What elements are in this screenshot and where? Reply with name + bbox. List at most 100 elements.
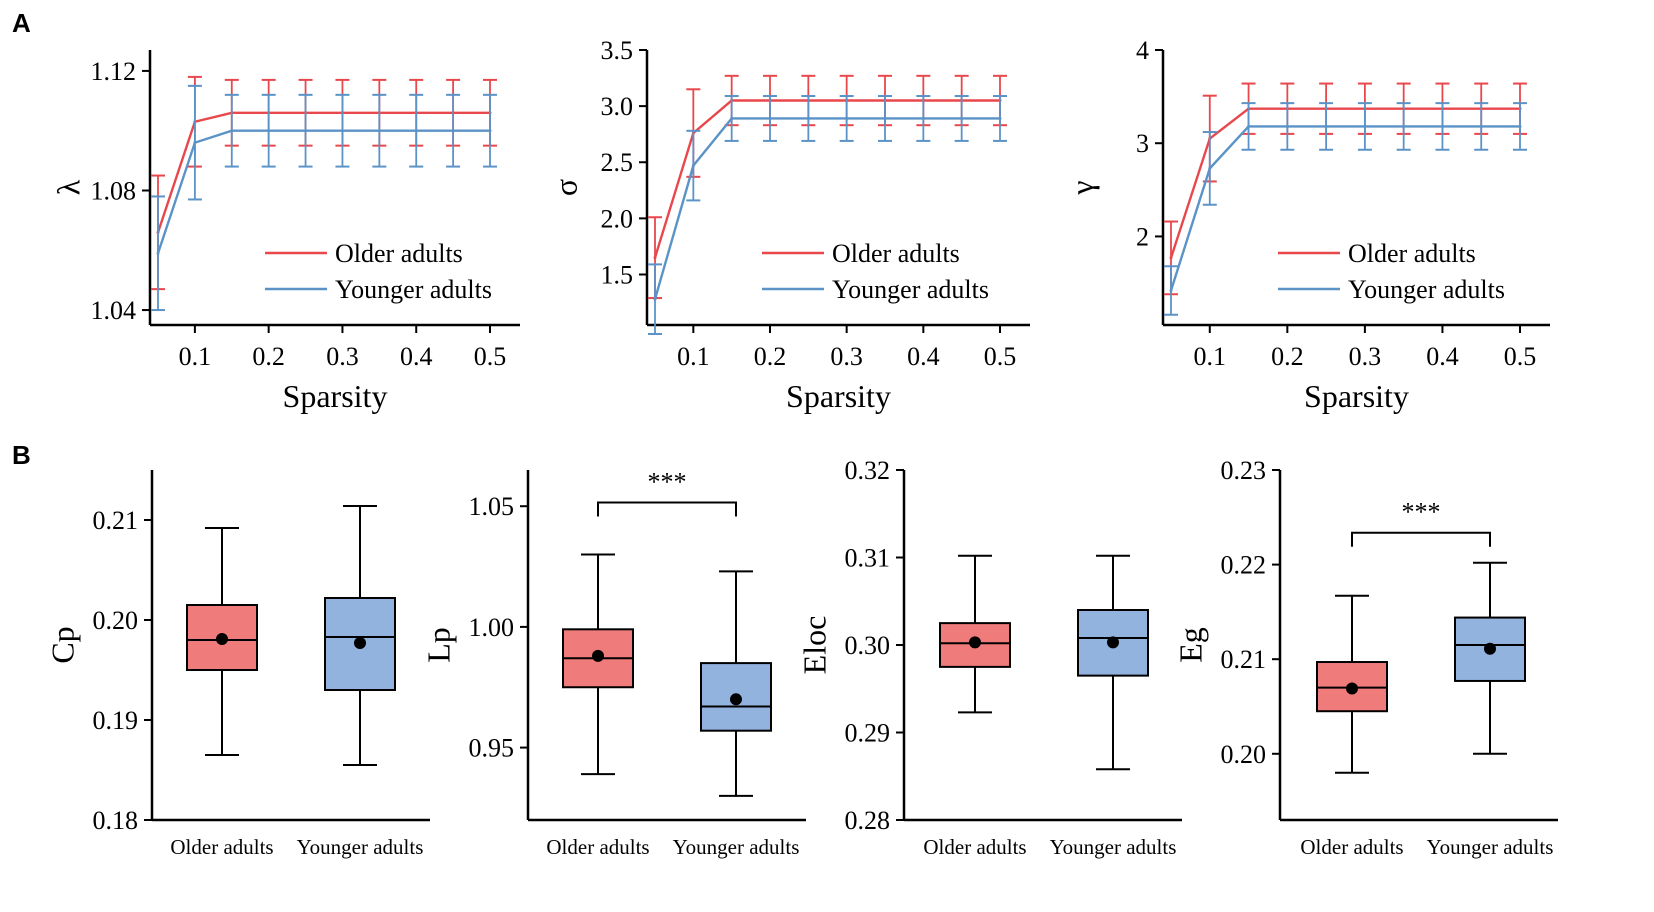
chart-cp: 0.18 0.19 0.20 0.21 Cp Older adults Younger ad…: [44, 470, 430, 859]
x-tick-label: 0.2: [1271, 342, 1304, 371]
series-line: [156, 129, 490, 254]
box-older: [1316, 594, 1388, 774]
data-point: [768, 116, 772, 120]
y-tick-label: 1.5: [601, 260, 634, 289]
y-tick-label: 0.21: [1221, 645, 1267, 674]
data-point: [304, 129, 308, 133]
data-point: [230, 129, 234, 133]
data-point: [1169, 256, 1173, 260]
y-tick-label: 3.5: [601, 36, 634, 65]
data-point: [340, 129, 344, 133]
series-line: [653, 117, 1000, 300]
x-tick-label: 0.3: [1349, 342, 1382, 371]
data-point: [845, 116, 849, 120]
mean-dot: [969, 636, 981, 649]
y-tick-label: 2: [1136, 222, 1149, 251]
y-tick-label: 3.0: [601, 92, 634, 121]
x-tick-label: 0.3: [830, 342, 863, 371]
box-older: [186, 527, 258, 756]
panel-a-label: A: [12, 8, 31, 38]
box-younger: [700, 570, 772, 797]
x-tick-label: 0.1: [1194, 342, 1227, 371]
y-tick-label: 0.32: [845, 456, 891, 485]
y-tick-label: 0.28: [845, 806, 891, 835]
y-axis-title: γ: [1063, 180, 1099, 195]
y-tick-label: 1.12: [91, 57, 137, 86]
data-point: [691, 164, 695, 168]
data-point: [998, 116, 1002, 120]
y-axis-title: Eg: [1172, 627, 1208, 663]
series-younger: [151, 84, 497, 312]
legend-label: Older adults: [1348, 239, 1476, 268]
x-tick-label: 0.2: [754, 342, 787, 371]
x-tick-label: 0.1: [677, 342, 710, 371]
chart-lp: 0.95 1.00 1.05 Lp Older adults Younger adults…: [420, 467, 806, 859]
data-point: [921, 116, 925, 120]
category-label: Older adults: [923, 835, 1026, 859]
y-tick-label: 0.22: [1221, 551, 1267, 580]
legend-label: Older adults: [832, 239, 960, 268]
data-point: [883, 116, 887, 120]
mean-dot: [1107, 636, 1119, 649]
x-axis-title: Sparsity: [786, 378, 891, 414]
significance-label: ***: [1402, 498, 1441, 527]
y-tick-label: 0.30: [845, 631, 891, 660]
x-tick-label: 0.1: [179, 342, 212, 371]
y-axis-title: Eloc: [796, 616, 832, 675]
mean-dot: [354, 637, 366, 649]
x-tick-label: 0.5: [1504, 342, 1537, 371]
data-point: [267, 129, 271, 133]
significance-bracket: [597, 501, 737, 517]
x-tick-label: 0.5: [474, 342, 507, 371]
data-point: [193, 141, 197, 145]
box-younger: [324, 505, 396, 766]
mean-dot: [592, 649, 604, 662]
chart-lambda: 1.04 1.08 1.12 λ 0.1 0.2 0.3 0.4 0.5 Sparsity Olde…: [50, 50, 520, 414]
data-point: [653, 256, 657, 260]
y-tick-label: 0.21: [93, 506, 139, 535]
y-tick-label: 0.20: [1221, 740, 1267, 769]
significance-label: ***: [648, 467, 687, 496]
x-tick-label: 0.4: [907, 342, 940, 371]
series-line: [1169, 107, 1520, 259]
panel-b-label: B: [12, 440, 31, 470]
y-tick-label: 2.5: [601, 148, 634, 177]
box-iqr: [939, 622, 1011, 668]
data-point: [1402, 124, 1406, 128]
x-tick-label: 0.2: [252, 342, 285, 371]
data-point: [377, 129, 381, 133]
series-line: [1169, 125, 1520, 291]
y-tick-label: 0.31: [845, 544, 891, 573]
y-tick-label: 0.18: [93, 806, 139, 835]
y-axis-title: Lp: [420, 627, 456, 663]
significance-bracket: [1351, 531, 1491, 547]
data-point: [730, 116, 734, 120]
data-point: [156, 251, 160, 255]
category-label: Older adults: [546, 835, 649, 859]
mean-dot: [1484, 642, 1496, 655]
x-axis-title: Sparsity: [283, 378, 388, 414]
series-line: [156, 111, 490, 233]
y-tick-label: 1.00: [469, 613, 515, 642]
box-younger: [1077, 554, 1149, 771]
data-point: [1518, 124, 1522, 128]
data-point: [1440, 124, 1444, 128]
x-tick-label: 0.3: [326, 342, 359, 371]
y-tick-label: 0.29: [845, 719, 891, 748]
box-younger: [1454, 561, 1526, 755]
mean-dot: [1346, 682, 1358, 695]
legend-label: Younger adults: [1348, 275, 1505, 304]
y-tick-label: 0.19: [93, 706, 139, 735]
y-tick-label: 0.95: [469, 734, 515, 763]
y-tick-label: 1.08: [91, 176, 137, 205]
chart-eloc: 0.28 0.29 0.30 0.31 0.32 Eloc Older adults Youn…: [796, 456, 1182, 859]
category-label: Younger adults: [1427, 835, 1554, 859]
data-point: [1479, 124, 1483, 128]
data-point: [1324, 124, 1328, 128]
data-point: [1285, 124, 1289, 128]
x-tick-label: 0.4: [400, 342, 433, 371]
y-axis-title: σ: [547, 179, 583, 196]
series-younger: [1164, 102, 1527, 316]
y-axis-title: λ: [50, 179, 86, 195]
data-point: [1169, 289, 1173, 293]
